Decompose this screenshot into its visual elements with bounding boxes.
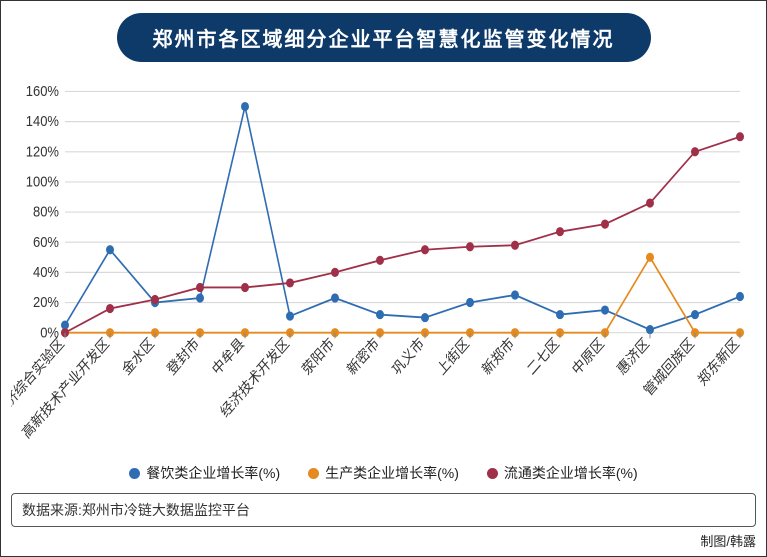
credit-label: 制图/韩露 — [11, 527, 756, 550]
svg-text:120%: 120% — [26, 143, 59, 160]
line-chart: 0%20%40%60%80%100%120%140%160%航空港经济综合实验区… — [11, 80, 756, 459]
svg-text:新密市: 新密市 — [344, 334, 382, 378]
svg-text:140%: 140% — [26, 112, 59, 129]
legend-item: 生产类企业增长率(%) — [308, 463, 459, 483]
svg-text:金水区: 金水区 — [119, 334, 157, 378]
legend-label: 餐饮类企业增长率(%) — [146, 463, 280, 483]
legend-dot-icon — [129, 468, 140, 479]
svg-text:20%: 20% — [33, 293, 59, 310]
svg-text:中原区: 中原区 — [569, 334, 607, 378]
chart-area: 0%20%40%60%80%100%120%140%160%航空港经济综合实验区… — [11, 80, 756, 459]
legend-label: 流通类企业增长率(%) — [504, 463, 638, 483]
legend-label: 生产类企业增长率(%) — [325, 463, 459, 483]
svg-text:巩义市: 巩义市 — [389, 334, 427, 378]
svg-text:80%: 80% — [33, 203, 59, 220]
svg-text:中牟县: 中牟县 — [209, 334, 247, 378]
svg-text:惠济区: 惠济区 — [614, 334, 652, 378]
svg-text:40%: 40% — [33, 263, 59, 280]
svg-text:160%: 160% — [26, 82, 59, 99]
legend-dot-icon — [487, 468, 498, 479]
source-label: 数据来源:郑州市冷链大数据监控平台 — [11, 493, 756, 527]
svg-text:高新技术产业开发区: 高新技术产业开发区 — [19, 334, 112, 441]
svg-text:荥阳市: 荥阳市 — [299, 334, 337, 378]
svg-text:登封市: 登封市 — [164, 334, 202, 378]
legend: 餐饮类企业增长率(%) 生产类企业增长率(%) 流通类企业增长率(%) — [11, 463, 756, 483]
legend-item: 餐饮类企业增长率(%) — [129, 463, 280, 483]
svg-text:新郑市: 新郑市 — [479, 334, 517, 378]
svg-text:郑东新区: 郑东新区 — [695, 334, 742, 388]
svg-text:100%: 100% — [26, 173, 59, 190]
legend-item: 流通类企业增长率(%) — [487, 463, 638, 483]
chart-frame: 郑州市各区域细分企业平台智慧化监管变化情况 0%20%40%60%80%100%… — [0, 0, 767, 557]
chart-title: 郑州市各区域细分企业平台智慧化监管变化情况 — [117, 13, 651, 62]
svg-text:上街区: 上街区 — [434, 334, 472, 378]
svg-text:二七区: 二七区 — [524, 334, 562, 378]
svg-text:60%: 60% — [33, 233, 59, 250]
legend-dot-icon — [308, 468, 319, 479]
